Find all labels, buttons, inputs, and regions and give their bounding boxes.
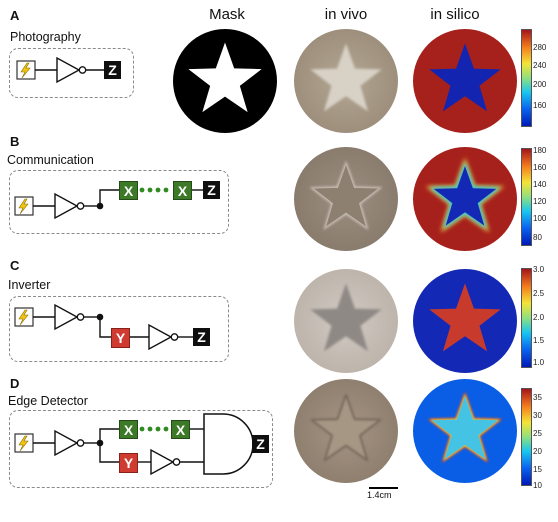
not-gate-icon (54, 192, 85, 220)
light-sensor-icon (14, 196, 34, 216)
not-gate-icon (148, 323, 179, 351)
scale-bar-label: 1.4cm (367, 490, 392, 500)
dotted-connector (139, 187, 169, 193)
circuit-edge-detector (14, 413, 261, 476)
colorbar (521, 268, 532, 368)
colorbar-tick: 1.0 (533, 358, 545, 367)
colorbar-tick: 3.0 (533, 265, 545, 274)
column-header-in-silico: in silico (430, 6, 480, 23)
colorbar-tick: 35 (533, 393, 542, 402)
z-gate: Z (252, 435, 269, 453)
colorbar-tick: 25 (533, 429, 542, 438)
column-header-in-vivo: in vivo (324, 6, 368, 23)
in-silico-image (413, 29, 517, 133)
colorbar-tick: 80 (533, 233, 542, 242)
colorbar-tick: 160 (533, 163, 547, 172)
panel-letter: C (10, 258, 20, 273)
circuit-photography (16, 56, 104, 84)
in-silico-image (413, 269, 517, 373)
not-gate-icon (54, 429, 85, 457)
colorbar (521, 148, 532, 246)
colorbar-tick: 280 (533, 43, 547, 52)
in-silico-image (413, 379, 517, 483)
colorbar-tick: 2.0 (533, 313, 545, 322)
panel-title: Edge Detector (8, 394, 88, 408)
colorbar-tick: 200 (533, 80, 547, 89)
column-header-mask: Mask (209, 6, 245, 23)
x-gate: X (119, 420, 138, 439)
colorbar-tick: 20 (533, 447, 542, 456)
mask-image (173, 29, 277, 133)
in-vivo-image (294, 29, 398, 133)
panel-letter: D (10, 376, 20, 391)
circuit-communication (14, 187, 203, 220)
colorbar (521, 29, 532, 127)
colorbar-tick: 30 (533, 411, 542, 420)
colorbar-tick: 1.5 (533, 336, 545, 345)
not-gate-icon (150, 448, 181, 476)
colorbar-tick: 10 (533, 481, 542, 490)
colorbar-tick: 140 (533, 180, 547, 189)
in-vivo-image (294, 379, 398, 483)
colorbar-tick: 160 (533, 101, 547, 110)
y-gate: Y (111, 328, 130, 348)
circuit-box (9, 170, 229, 234)
scale-bar (369, 487, 398, 489)
panel-letter: A (10, 8, 20, 23)
light-sensor-icon (16, 60, 36, 80)
panel-title: Photography (10, 30, 81, 44)
panel-title: Communication (7, 153, 94, 167)
light-sensor-icon (14, 433, 34, 453)
z-gate: Z (193, 328, 210, 346)
z-gate: Z (203, 181, 220, 199)
in-silico-image (413, 147, 517, 251)
colorbar-tick: 120 (533, 197, 547, 206)
circuit-inverter (14, 303, 193, 351)
y-gate: Y (119, 453, 138, 473)
colorbar-tick: 2.5 (533, 289, 545, 298)
dotted-connector (139, 426, 169, 432)
colorbar-tick: 15 (533, 465, 542, 474)
colorbar-tick: 180 (533, 146, 547, 155)
not-gate-icon (56, 56, 87, 84)
x-gate: X (171, 420, 190, 439)
z-gate: Z (104, 61, 121, 79)
panel-title: Inverter (8, 278, 51, 292)
panel-letter: B (10, 134, 20, 149)
x-gate: X (173, 181, 192, 200)
in-vivo-image (294, 147, 398, 251)
colorbar (521, 388, 532, 486)
light-sensor-icon (14, 307, 34, 327)
not-gate-icon (54, 303, 85, 331)
in-vivo-image (294, 269, 398, 373)
and-gate-icon (203, 413, 254, 475)
x-gate: X (119, 181, 138, 200)
colorbar-tick: 240 (533, 61, 547, 70)
colorbar-tick: 100 (533, 214, 547, 223)
